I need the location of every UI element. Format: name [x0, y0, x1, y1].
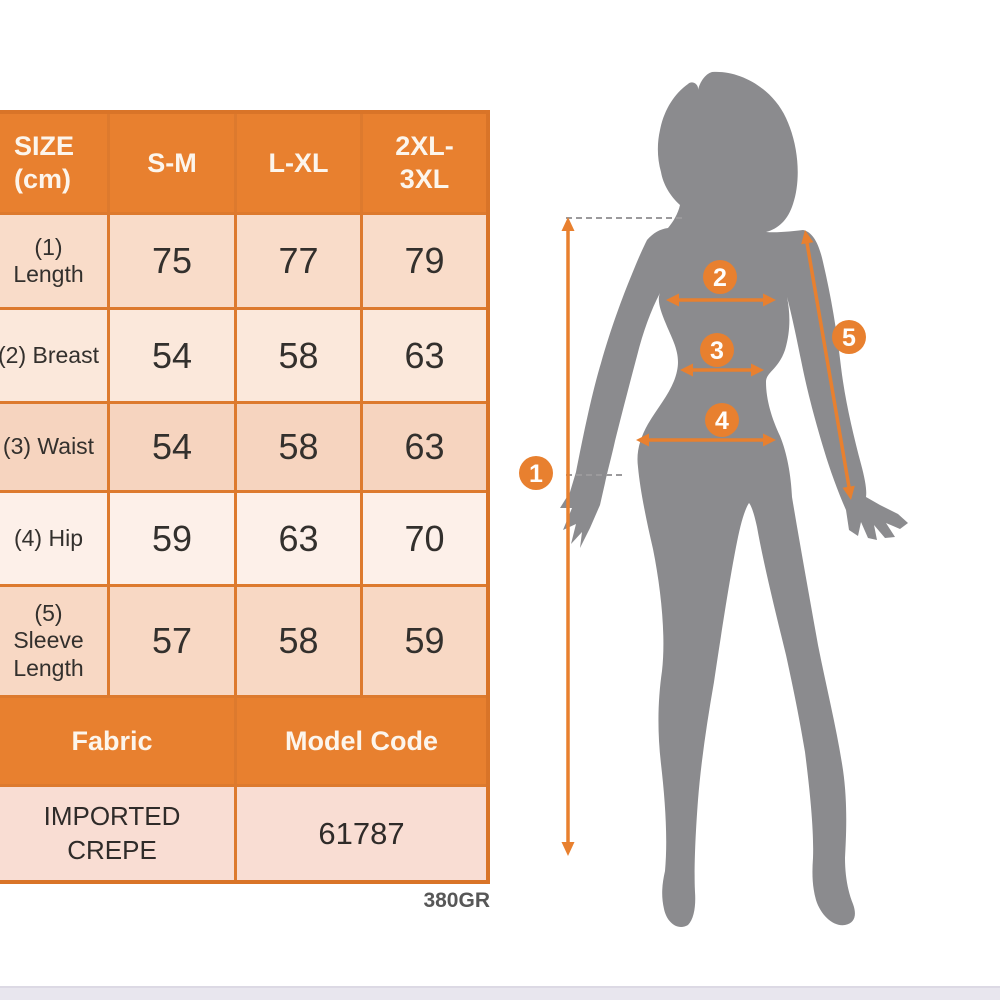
- header-col-s-m: S-M: [110, 114, 234, 212]
- value-length-2xl3xl: 79: [363, 215, 486, 307]
- value-hip-2xl3xl: 70: [363, 493, 486, 584]
- value-hip-lxl: 63: [237, 493, 360, 584]
- header-size-cm: SIZE (cm): [0, 114, 107, 212]
- value-fabric: IMPORTED CREPE: [0, 787, 234, 880]
- measurement-arrow-sleeve: [801, 230, 855, 500]
- row-label-length: (1) Length: [0, 215, 107, 307]
- marker-5-circle: [832, 320, 866, 354]
- marker-1: 1: [519, 456, 553, 490]
- header-col-2xl-3xl: 2XL- 3XL: [363, 114, 486, 212]
- marker-4-label: 4: [715, 407, 729, 435]
- measurement-arrow-waist: [680, 363, 764, 377]
- weight-note: 380GR: [423, 889, 490, 912]
- marker-3: 3: [700, 333, 734, 367]
- marker-5: 5: [832, 320, 866, 354]
- marker-3-label: 3: [710, 337, 724, 365]
- value-waist-2xl3xl: 63: [363, 404, 486, 490]
- row-label-breast: (2) Breast: [0, 310, 107, 401]
- value-breast-2xl3xl: 63: [363, 310, 486, 401]
- header-fabric: Fabric: [0, 698, 234, 784]
- value-hip-sm: 59: [110, 493, 234, 584]
- header-model-code: Model Code: [237, 698, 486, 784]
- marker-2-label: 2: [713, 264, 727, 292]
- row-label-sleeve-length: (5) Sleeve Length: [0, 587, 107, 695]
- value-breast-lxl: 58: [237, 310, 360, 401]
- row-label-hip: (4) Hip: [0, 493, 107, 584]
- value-breast-sm: 54: [110, 310, 234, 401]
- woman-silhouette-shape: [560, 71, 908, 928]
- size-table: SIZE (cm) S-M L-XL 2XL- 3XL (1) Length 7…: [0, 110, 490, 884]
- row-label-waist: (3) Waist: [0, 404, 107, 490]
- value-waist-sm: 54: [110, 404, 234, 490]
- value-length-sm: 75: [110, 215, 234, 307]
- marker-4: 4: [705, 403, 739, 437]
- value-sleeve-sm: 57: [110, 587, 234, 695]
- value-sleeve-2xl3xl: 59: [363, 587, 486, 695]
- value-sleeve-lxl: 58: [237, 587, 360, 695]
- marker-1-label: 1: [529, 460, 543, 488]
- marker-3-circle: [700, 333, 734, 367]
- marker-2: 2: [703, 260, 737, 294]
- measurement-arrow-hip: [636, 433, 776, 447]
- header-col-l-xl: L-XL: [237, 114, 360, 212]
- marker-1-circle: [519, 456, 553, 490]
- value-waist-lxl: 58: [237, 404, 360, 490]
- marker-5-label: 5: [842, 324, 856, 352]
- marker-4-circle: [705, 403, 739, 437]
- value-length-lxl: 77: [237, 215, 360, 307]
- marker-2-circle: [703, 260, 737, 294]
- measurement-arrow-breast: [666, 293, 776, 307]
- value-model-code: 61787: [237, 787, 486, 880]
- bottom-strip: [0, 986, 1000, 1000]
- measurement-arrow-length: [561, 217, 575, 856]
